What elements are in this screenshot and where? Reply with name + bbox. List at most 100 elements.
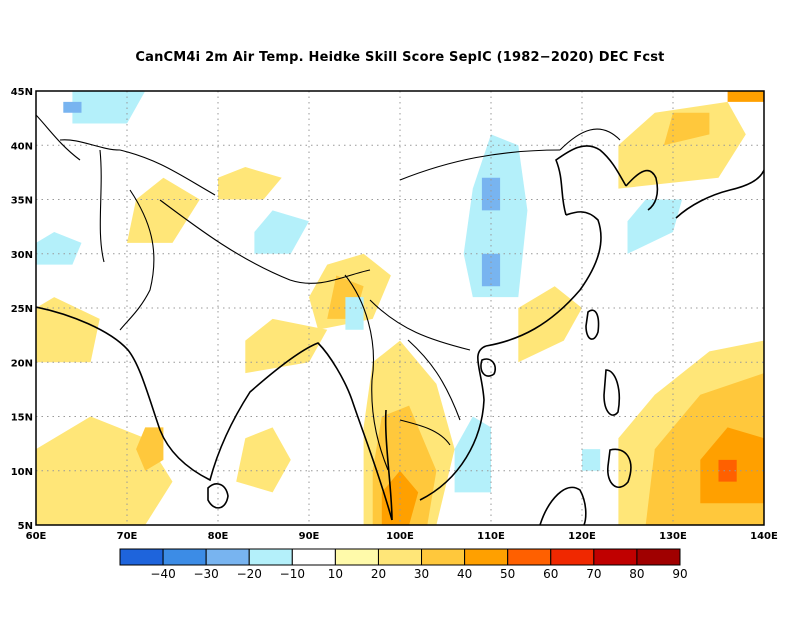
anomaly-region [627, 199, 683, 254]
map-title: CanCM4i 2m Air Temp. Heidke Skill Score … [135, 50, 665, 65]
colorbar-label: 50 [500, 567, 515, 581]
anomaly-region [381, 470, 419, 525]
colorbar-swatch [334, 548, 379, 566]
anomaly-region [463, 134, 528, 298]
map-frame [35, 90, 765, 526]
coastline-east-china [555, 145, 627, 216]
colorbar-label: 90 [672, 567, 687, 581]
colorbar-swatch [464, 548, 509, 566]
lon-tick-label: 120E [568, 531, 596, 542]
coastline-malay-peninsula [384, 409, 393, 521]
anomaly-region [454, 416, 491, 493]
coastline-borneo [539, 486, 587, 525]
anomaly-fill-layer [36, 91, 764, 525]
coastline-mindanao [607, 448, 632, 488]
colorbar-swatch [550, 548, 595, 566]
colorbar-swatch [291, 548, 336, 566]
colorbar-label: 30 [414, 567, 429, 581]
border-china-russia-ne [559, 128, 621, 151]
anomaly-region [727, 91, 764, 102]
colorbar-swatch [162, 548, 207, 566]
lat-tick-label: 25N [11, 304, 33, 315]
anomaly-region [136, 427, 164, 471]
lat-tick-label: 30N [11, 250, 33, 261]
anomaly-region [127, 177, 200, 243]
border-laos-vietnam [407, 339, 461, 421]
lon-tick-label: 130E [659, 531, 687, 542]
border-china-central-asia [119, 149, 216, 196]
lat-tick-label: 15N [11, 413, 33, 424]
colorbar-swatch [205, 548, 250, 566]
colorbar-swatch [377, 548, 423, 566]
coastline-layer [36, 145, 764, 525]
colorbar-label: 70 [586, 567, 601, 581]
country-border-layer [36, 114, 621, 471]
anomaly-region [218, 167, 282, 200]
colorbar: −40 −30 −20 −10 10 20 30 40 50 60 70 80 90 [119, 548, 688, 581]
border-turkmenistan [59, 139, 121, 151]
coastline-japan [675, 169, 764, 219]
anomaly-region [72, 91, 146, 124]
lon-tick-label: 90E [299, 531, 320, 542]
anomaly-region [718, 459, 737, 482]
colorbar-swatch [507, 548, 552, 566]
colorbar-swatch [248, 548, 293, 566]
coastline-sri-lanka [207, 483, 229, 509]
lat-tick-label: 10N [11, 467, 33, 478]
lat-tick-label: 20N [11, 358, 33, 369]
colorbar-swatch [636, 548, 681, 566]
colorbar-label: −10 [280, 567, 305, 581]
anomaly-region [36, 232, 82, 265]
border-caspian [36, 114, 81, 161]
coastline-taiwan [585, 309, 600, 340]
anomaly-region [582, 449, 601, 471]
border-iran-afghanistan [99, 149, 105, 263]
coastline-indochina-east [419, 345, 487, 501]
lat-tick-label: 5N [18, 521, 33, 532]
border-mongolia [399, 149, 561, 181]
border-myanmar [344, 274, 389, 471]
colorbar-label: 60 [543, 567, 558, 581]
anomaly-region [481, 253, 501, 287]
lon-tick-label: 60E [26, 531, 47, 542]
lat-tick-label: 35N [11, 196, 33, 207]
colorbar-label: 40 [457, 567, 472, 581]
colorbar-swatch [593, 548, 638, 566]
colorbar-label: −20 [237, 567, 262, 581]
anomaly-region [63, 101, 82, 113]
colorbar-label: 10 [328, 567, 343, 581]
colorbar-label: 80 [629, 567, 644, 581]
anomaly-region [236, 427, 291, 493]
coastline-hainan [480, 358, 497, 377]
anomaly-region [345, 297, 364, 330]
lon-tick-label: 110E [477, 531, 505, 542]
anomaly-region [254, 210, 309, 254]
lon-tick-label: 140E [750, 531, 778, 542]
latitude-labels: 5N 10N 15N 20N 25N 30N 35N 40N 45N [11, 87, 33, 532]
anomaly-region [481, 177, 501, 211]
anomaly-region [245, 318, 328, 374]
longitude-labels: 60E 70E 80E 90E 100E 110E 120E 130E 140E [26, 531, 778, 542]
anomaly-region [663, 112, 710, 146]
border-himalaya [159, 199, 371, 284]
coastline-korea [625, 169, 659, 211]
anomaly-region [36, 416, 173, 525]
border-china-indochina [369, 299, 471, 351]
coastline-south-asia [36, 306, 393, 521]
lon-tick-label: 100E [386, 531, 414, 542]
lon-tick-label: 70E [117, 531, 138, 542]
border-pakistan-india [119, 189, 155, 331]
colorbar-label: −40 [150, 567, 175, 581]
colorbar-label: −30 [193, 567, 218, 581]
coastline-luzon [603, 369, 621, 416]
anomaly-region [618, 101, 746, 189]
lon-tick-label: 80E [208, 531, 229, 542]
lat-tick-label: 45N [11, 87, 33, 98]
colorbar-swatch [119, 548, 164, 566]
lat-tick-label: 40N [11, 141, 33, 152]
colorbar-swatch [421, 548, 466, 566]
coastline-south-china [485, 211, 602, 347]
anomaly-region [36, 297, 100, 363]
colorbar-label: 20 [371, 567, 386, 581]
